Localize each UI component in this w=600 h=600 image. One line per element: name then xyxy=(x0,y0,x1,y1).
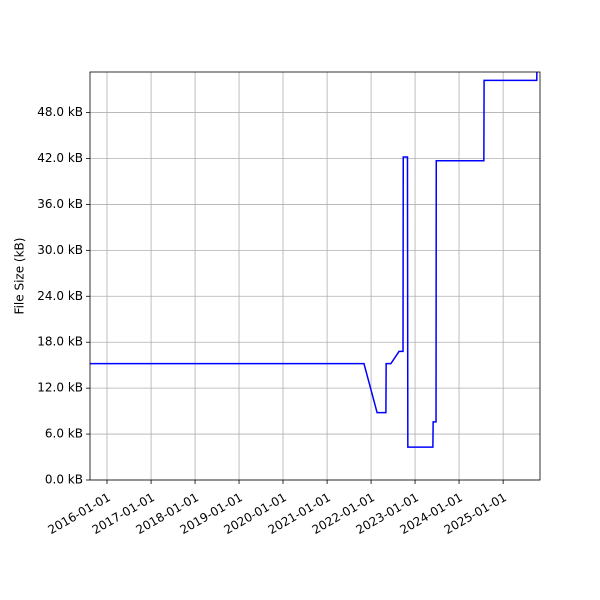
y-tick-label: 12.0 kB xyxy=(37,381,83,395)
axes-frame xyxy=(89,71,541,481)
grid xyxy=(90,72,540,481)
y-tick-label: 0.0 kB xyxy=(45,473,83,487)
y-tick-label: 36.0 kB xyxy=(37,197,83,211)
plot-area xyxy=(90,72,538,448)
y-tick-label: 42.0 kB xyxy=(37,151,83,165)
y-axis-label: File Size (kB) xyxy=(13,238,27,315)
y-tick-label: 30.0 kB xyxy=(37,243,83,257)
y-tick-label: 48.0 kB xyxy=(37,105,83,119)
data-line xyxy=(90,72,538,448)
y-tick-label: 24.0 kB xyxy=(37,289,83,303)
y-tick-label: 18.0 kB xyxy=(37,335,83,349)
y-tick-label: 6.0 kB xyxy=(45,427,83,441)
